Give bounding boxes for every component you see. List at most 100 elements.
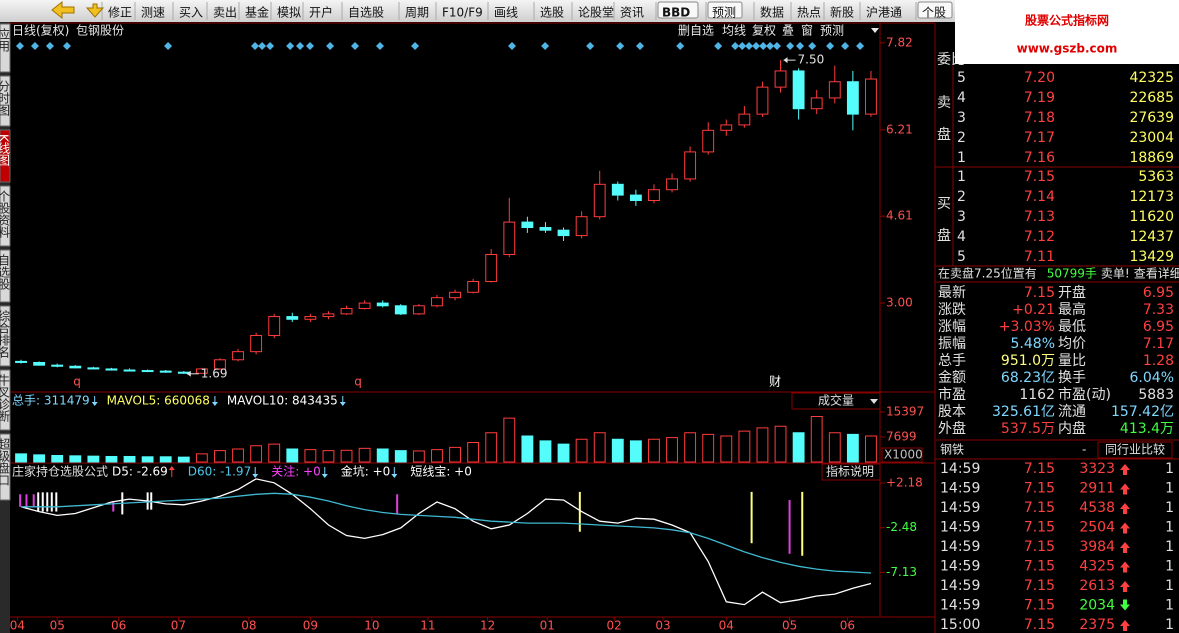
tick-volume: 2375 bbox=[1079, 617, 1115, 633]
sidebar-tab-label[interactable]: 应用 bbox=[0, 27, 11, 53]
stat-value: 68.23亿 bbox=[1001, 370, 1055, 386]
sidebar-tab-label[interactable]: 个股资料 bbox=[0, 190, 11, 238]
indicator-legend: 短线宝: +0 bbox=[410, 465, 472, 479]
menu-arrow[interactable] bbox=[871, 28, 879, 33]
tick-time: 14:59 bbox=[940, 520, 980, 536]
legend-arrow-head bbox=[211, 402, 218, 406]
volume-bar bbox=[15, 453, 27, 463]
candle-body bbox=[358, 302, 371, 309]
industry-dash: - bbox=[1082, 443, 1086, 457]
tick-time: 15:00 bbox=[940, 617, 980, 633]
toolbar-button[interactable]: 预测 bbox=[712, 6, 736, 20]
toolbar-button[interactable]: 开户 bbox=[309, 5, 333, 20]
toolbar-button[interactable]: 画线 bbox=[494, 6, 518, 20]
sidebar-tab-label[interactable]: 牛叉诊断 bbox=[0, 373, 11, 423]
toolbar-button[interactable]: 模拟 bbox=[277, 6, 301, 20]
sidebar-tab[interactable] bbox=[0, 129, 11, 183]
volume-bar bbox=[720, 435, 733, 463]
tick-price: 7.15 bbox=[1024, 481, 1055, 497]
toolbar-button[interactable]: 资讯 bbox=[620, 6, 644, 20]
candle-body bbox=[684, 151, 697, 180]
sidebar-tab-label[interactable]: K线图 bbox=[0, 134, 11, 166]
indicator-selector[interactable] bbox=[791, 392, 881, 410]
sidebar-tab[interactable] bbox=[0, 369, 11, 431]
sidebar-tab[interactable] bbox=[0, 433, 11, 501]
indicator-selector-label[interactable]: 成交量 bbox=[818, 393, 854, 408]
book-level: 2 bbox=[957, 130, 966, 146]
book-price: 7.15 bbox=[1024, 169, 1055, 185]
toolbar-button[interactable]: 热点 bbox=[797, 6, 821, 20]
volume-bar bbox=[358, 447, 371, 463]
toolbar-button[interactable]: 基金 bbox=[245, 5, 269, 20]
tick-direction-stem bbox=[1123, 587, 1127, 592]
signal-diamond bbox=[45, 42, 54, 50]
chart-header-button[interactable]: 复权 bbox=[752, 24, 776, 38]
toolbar-button[interactable]: 自选股 bbox=[348, 6, 384, 20]
tick-price: 7.15 bbox=[1024, 598, 1055, 614]
toolbar-button[interactable]: 卖出 bbox=[213, 6, 237, 20]
chart-header-button[interactable]: 窗 bbox=[801, 24, 813, 38]
notice-link[interactable]: 查看详细 bbox=[1134, 266, 1179, 281]
sidebar-tab-label[interactable]: 分时图 bbox=[0, 80, 11, 116]
chart-header-button[interactable]: 删自选 bbox=[678, 24, 714, 38]
sidebar-tab[interactable] bbox=[0, 305, 11, 367]
candle-body bbox=[33, 361, 46, 366]
selector-arrow bbox=[870, 399, 878, 404]
toolbar-button[interactable]: 沪港通 bbox=[866, 6, 902, 20]
volume-bar bbox=[431, 449, 443, 463]
chart-header-button[interactable]: 预测 bbox=[820, 24, 844, 38]
sidebar-tab[interactable] bbox=[0, 75, 11, 127]
stat-value: 1162 bbox=[1019, 387, 1055, 403]
tick-time: 14:59 bbox=[940, 559, 980, 575]
candle-body bbox=[575, 216, 588, 237]
compare-label[interactable]: 同行业比较 bbox=[1105, 442, 1165, 457]
toolbar-button[interactable]: 数据 bbox=[760, 5, 784, 20]
tick-time: 14:59 bbox=[940, 578, 980, 594]
chart-header-button[interactable]: 均线 bbox=[722, 24, 746, 38]
tick-count: 1 bbox=[1165, 598, 1174, 614]
sidebar-tab[interactable] bbox=[0, 23, 11, 73]
sidebar-tab-label[interactable]: 超级盘口 bbox=[0, 437, 11, 486]
toolbar-button[interactable]: 周期 bbox=[405, 6, 429, 20]
candle-body bbox=[485, 253, 498, 282]
signal-diamond bbox=[636, 42, 645, 50]
sidebar-tab-label[interactable]: 自选股 bbox=[0, 254, 11, 291]
indicator-help-label[interactable]: 指标说明 bbox=[826, 464, 874, 479]
candle-body bbox=[159, 370, 172, 373]
candle-body bbox=[720, 124, 733, 131]
volume-bar bbox=[33, 454, 46, 463]
toolbar-button[interactable]: 论股堂 bbox=[578, 6, 614, 20]
candle-body bbox=[87, 367, 100, 370]
volume-bar bbox=[792, 432, 805, 463]
signal-diamond bbox=[586, 42, 595, 50]
toolbar-button[interactable]: 选股 bbox=[540, 6, 564, 20]
volume-bar bbox=[575, 438, 588, 463]
indicator-legend: 金坑: +0 bbox=[341, 464, 391, 479]
chart-header-button[interactable]: 叠 bbox=[782, 24, 794, 38]
sidebar-tab-label[interactable]: 综合排名 bbox=[0, 310, 11, 358]
legend-arrow-head bbox=[168, 466, 175, 470]
signal-diamond bbox=[826, 42, 835, 50]
down-icon bbox=[85, 3, 105, 18]
tick-direction bbox=[1120, 542, 1130, 548]
volume-bar bbox=[250, 445, 263, 463]
sidebar-tab[interactable] bbox=[0, 249, 11, 303]
toolbar-button[interactable]: 个股 bbox=[922, 6, 946, 20]
volume-bar bbox=[268, 443, 281, 463]
x-tick-label: 05 bbox=[782, 619, 797, 633]
x-tick-label: 05 bbox=[50, 619, 65, 633]
toolbar-button[interactable]: 新股 bbox=[830, 5, 854, 20]
legend-arrow-head bbox=[321, 474, 328, 478]
indicator-help[interactable] bbox=[821, 463, 881, 481]
compare-button[interactable] bbox=[1097, 441, 1173, 459]
sidebar-tab[interactable] bbox=[0, 185, 11, 247]
book-volume: 13429 bbox=[1129, 249, 1174, 265]
tick-volume: 2504 bbox=[1079, 520, 1115, 536]
stat-label: 内盘 bbox=[1058, 420, 1086, 437]
toolbar-button[interactable]: F10/F9 bbox=[442, 6, 483, 20]
toolbar-button[interactable]: 修正 bbox=[108, 5, 132, 20]
toolbar-button[interactable]: BBD bbox=[662, 6, 690, 20]
toolbar-button[interactable]: 买入 bbox=[179, 6, 203, 20]
toolbar-button[interactable]: 测速 bbox=[141, 6, 165, 20]
book-volume: 12173 bbox=[1129, 189, 1174, 205]
